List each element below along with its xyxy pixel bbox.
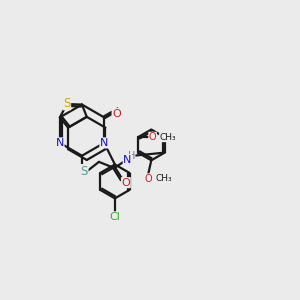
Text: Cl: Cl (110, 212, 120, 222)
Text: N: N (123, 154, 132, 165)
Text: N: N (100, 138, 108, 148)
Text: O: O (144, 174, 152, 184)
Text: CH₃: CH₃ (155, 174, 172, 183)
Text: N: N (56, 138, 64, 148)
Text: H: H (128, 152, 135, 161)
Text: O: O (122, 178, 130, 188)
Text: O: O (149, 132, 156, 142)
Text: CH₃: CH₃ (160, 133, 176, 142)
Text: O: O (112, 109, 121, 118)
Text: S: S (81, 165, 88, 178)
Text: S: S (63, 97, 70, 110)
